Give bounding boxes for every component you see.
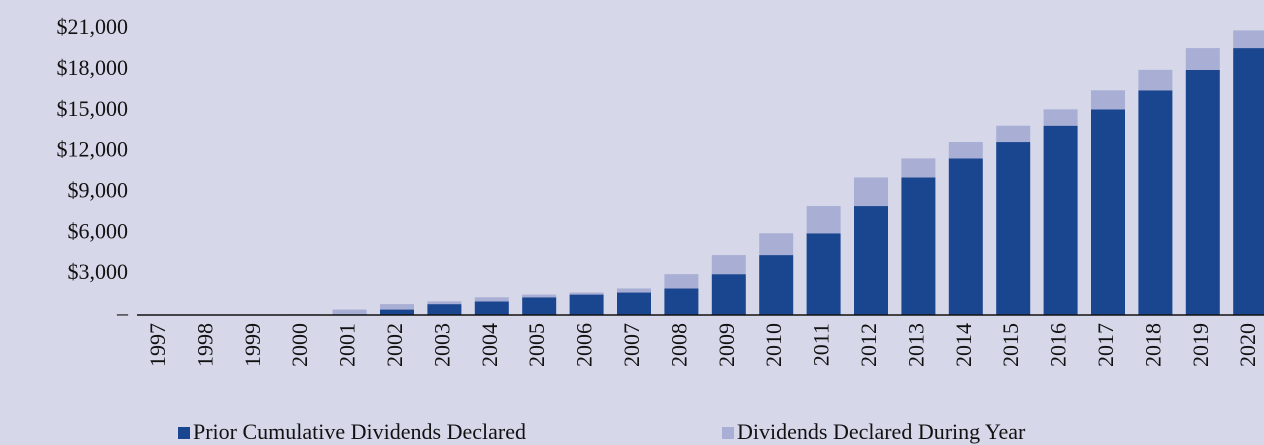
x-tick-label: 2007 — [619, 323, 644, 367]
bar-segment — [996, 142, 1031, 315]
x-tick-label: 2015 — [998, 323, 1023, 367]
bar-segment — [664, 288, 699, 315]
bar-segment — [711, 274, 746, 315]
bar-segment — [1233, 30, 1264, 49]
bar-segment — [901, 177, 936, 315]
y-tick-label: $12,000 — [57, 137, 129, 162]
x-tick-label: 2004 — [477, 323, 502, 367]
x-tick-label: 2013 — [903, 323, 928, 367]
bar-segment — [474, 301, 509, 315]
bar-segment — [759, 255, 794, 315]
bar-segment — [1091, 109, 1125, 315]
legend-swatch — [178, 427, 190, 439]
y-tick-label: $3,000 — [68, 259, 129, 284]
bar-segment — [569, 294, 604, 315]
bar-segment — [664, 274, 699, 289]
bar-segment — [854, 177, 888, 207]
bar-segment — [1091, 90, 1125, 110]
x-tick-label: 2020 — [1235, 323, 1260, 367]
bar-segment — [711, 255, 746, 275]
bar-segment — [380, 304, 414, 310]
bar-segment — [617, 288, 651, 293]
x-tick-label: 2008 — [666, 323, 691, 367]
bar-segment — [1138, 69, 1173, 91]
bar-segment — [806, 233, 841, 315]
legend-label: Dividends Declared During Year — [737, 419, 1026, 444]
x-tick-label: 2014 — [951, 323, 976, 367]
bar-segment — [948, 158, 983, 315]
bar-segment — [806, 206, 841, 234]
x-tick-label: 1999 — [240, 323, 265, 367]
y-tick-label: $21,000 — [57, 14, 129, 39]
x-tick-label: 2009 — [714, 323, 739, 367]
bar-segment — [1043, 125, 1078, 315]
x-tick-label: 2006 — [572, 323, 597, 367]
x-tick-label: 2005 — [524, 323, 549, 367]
bar-segment — [1233, 48, 1264, 316]
bar-segment — [332, 309, 367, 315]
x-tick-label: 1998 — [192, 323, 217, 367]
bar-segment — [569, 292, 604, 295]
x-tick-label: 2011 — [809, 323, 834, 366]
legend-label: Prior Cumulative Dividends Declared — [193, 419, 526, 444]
bar-segment — [522, 294, 557, 298]
bar-segment — [759, 233, 794, 256]
x-tick-label: 1997 — [145, 323, 170, 367]
x-tick-label: 2003 — [429, 323, 454, 367]
y-tick-label: $18,000 — [57, 55, 129, 80]
x-tick-label: 2012 — [856, 323, 881, 367]
y-tick-label: $15,000 — [57, 96, 129, 121]
x-tick-label: 2002 — [382, 323, 407, 367]
bar-segment — [474, 297, 509, 302]
bar-segment — [1185, 48, 1220, 70]
bar-segment — [427, 301, 462, 305]
bar-segment — [380, 309, 414, 315]
bar-segment — [1138, 90, 1173, 316]
x-tick-label: 2017 — [1093, 323, 1118, 367]
bar-segment — [948, 142, 983, 159]
bar-segment — [996, 125, 1031, 143]
bar-segment — [854, 206, 888, 315]
bar-segment — [1043, 109, 1078, 126]
x-tick-label: 2010 — [761, 323, 786, 367]
x-tick-label: 2018 — [1140, 323, 1165, 367]
y-tick-label: $6,000 — [68, 218, 129, 243]
x-tick-label: 2001 — [335, 323, 360, 367]
bar-segment — [522, 297, 557, 315]
bar-segment — [617, 292, 651, 315]
y-tick-label: $9,000 — [68, 177, 129, 202]
x-tick-label: 2000 — [287, 323, 312, 367]
x-tick-label: 2016 — [1046, 323, 1071, 367]
bar-segment — [427, 304, 462, 315]
bar-segment — [1185, 69, 1220, 315]
bar-segment — [901, 158, 936, 178]
legend-swatch — [722, 427, 734, 439]
x-tick-label: 2019 — [1188, 323, 1213, 367]
y-tick-label: – — [116, 300, 129, 325]
